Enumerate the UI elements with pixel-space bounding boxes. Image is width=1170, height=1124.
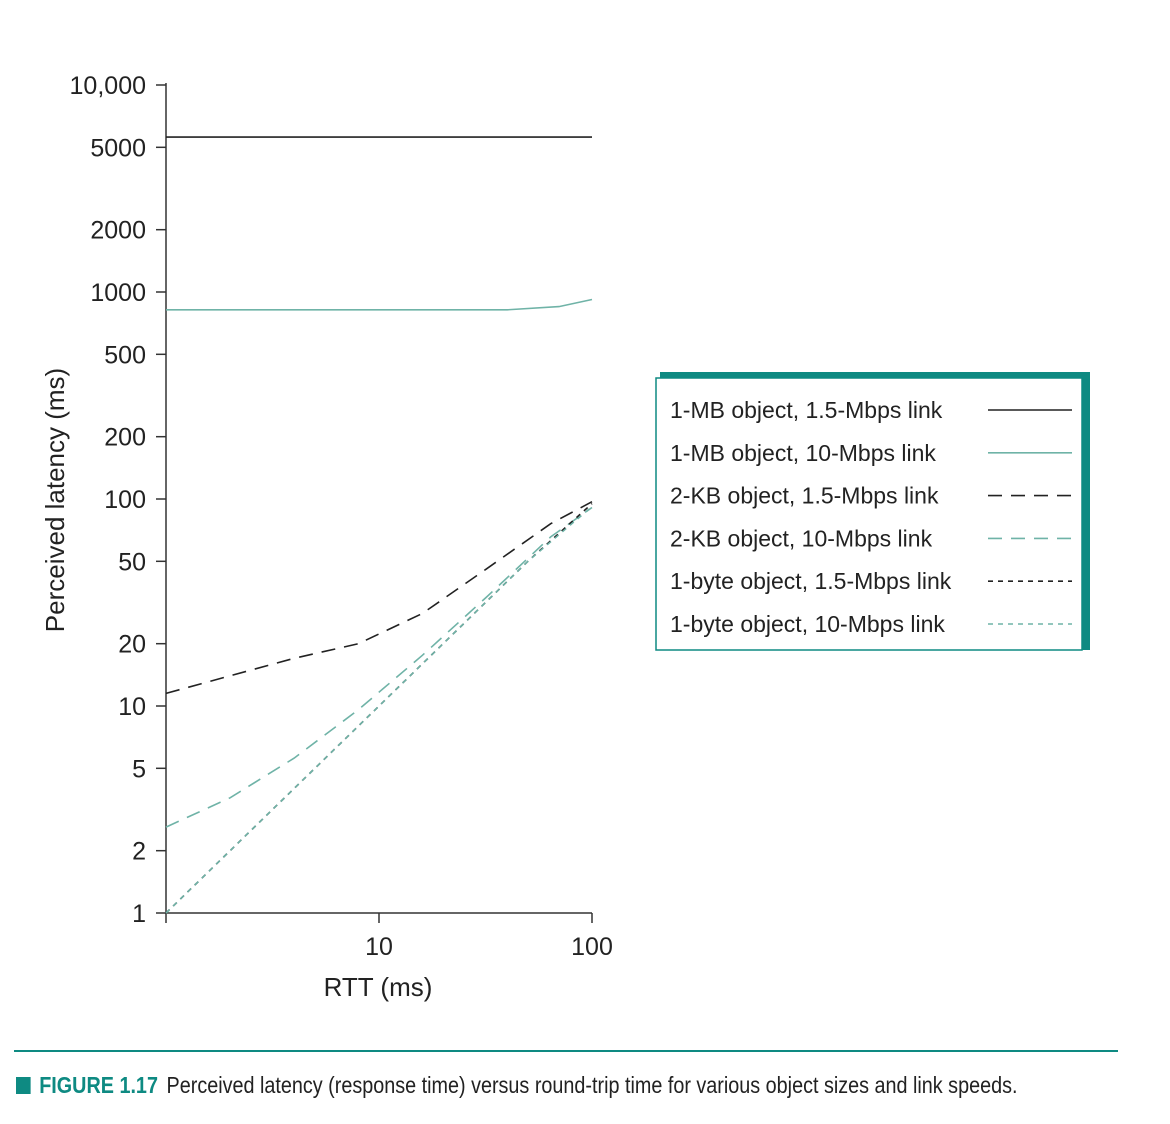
axes: 1 2 5 10 20 50 100 200 500 1000 2000 5000 10,000 10 10… xyxy=(70,72,613,961)
series-line-6 xyxy=(165,505,593,914)
y-tick-label: 20 xyxy=(118,631,146,659)
x-tick-label: 10 xyxy=(365,933,393,961)
y-axis-title: Perceived latency (ms) xyxy=(40,368,70,632)
legend-label: 2-KB object, 10-Mbps link xyxy=(670,525,933,551)
y-tick-label: 500 xyxy=(104,341,146,369)
y-tick-label: 100 xyxy=(104,486,146,514)
series-line-2 xyxy=(166,298,593,311)
caption-divider xyxy=(14,1050,1118,1052)
series-line-4 xyxy=(165,506,593,828)
x-tick-label: 100 xyxy=(571,933,613,961)
legend-label: 1-byte object, 1.5-Mbps link xyxy=(670,568,952,594)
figure-caption: FIGURE 1.17 Perceived latency (response t… xyxy=(16,1072,1017,1099)
y-tick-label: 2000 xyxy=(90,217,146,245)
y-tick-label: 50 xyxy=(118,548,146,576)
legend-box xyxy=(655,377,1083,651)
y-tick-label: 1000 xyxy=(90,279,146,307)
y-tick-label: 5000 xyxy=(90,134,146,162)
x-axis-title: RTT (ms) xyxy=(324,972,433,1002)
y-tick-label: 2 xyxy=(132,838,146,866)
figure-label: FIGURE 1.17 xyxy=(39,1072,158,1098)
y-tick-label: 5 xyxy=(132,755,146,783)
y-tick-label: 200 xyxy=(104,424,146,452)
y-tick-label: 10 xyxy=(118,693,146,721)
series-lines xyxy=(165,136,593,914)
caption-text: Perceived latency (response time) versus… xyxy=(166,1072,1018,1098)
caption-square-icon xyxy=(16,1077,31,1094)
legend-label: 1-MB object, 10-Mbps link xyxy=(670,440,936,466)
latency-chart: 1 2 5 10 20 50 100 200 500 1000 2000 5000 10,000 10 10… xyxy=(40,72,1090,1002)
y-tick-label: 1 xyxy=(132,900,146,928)
legend-label: 1-byte object, 10-Mbps link xyxy=(670,611,945,637)
legend-label: 1-MB object, 1.5-Mbps link xyxy=(670,397,943,423)
legend: 1-MB object, 1.5-Mbps link 1-MB object, 1… xyxy=(655,372,1090,651)
series-line-5 xyxy=(165,503,593,914)
legend-label: 2-KB object, 1.5-Mbps link xyxy=(670,483,939,509)
y-tick-label: 10,000 xyxy=(70,72,146,100)
series-line-3 xyxy=(165,500,593,695)
